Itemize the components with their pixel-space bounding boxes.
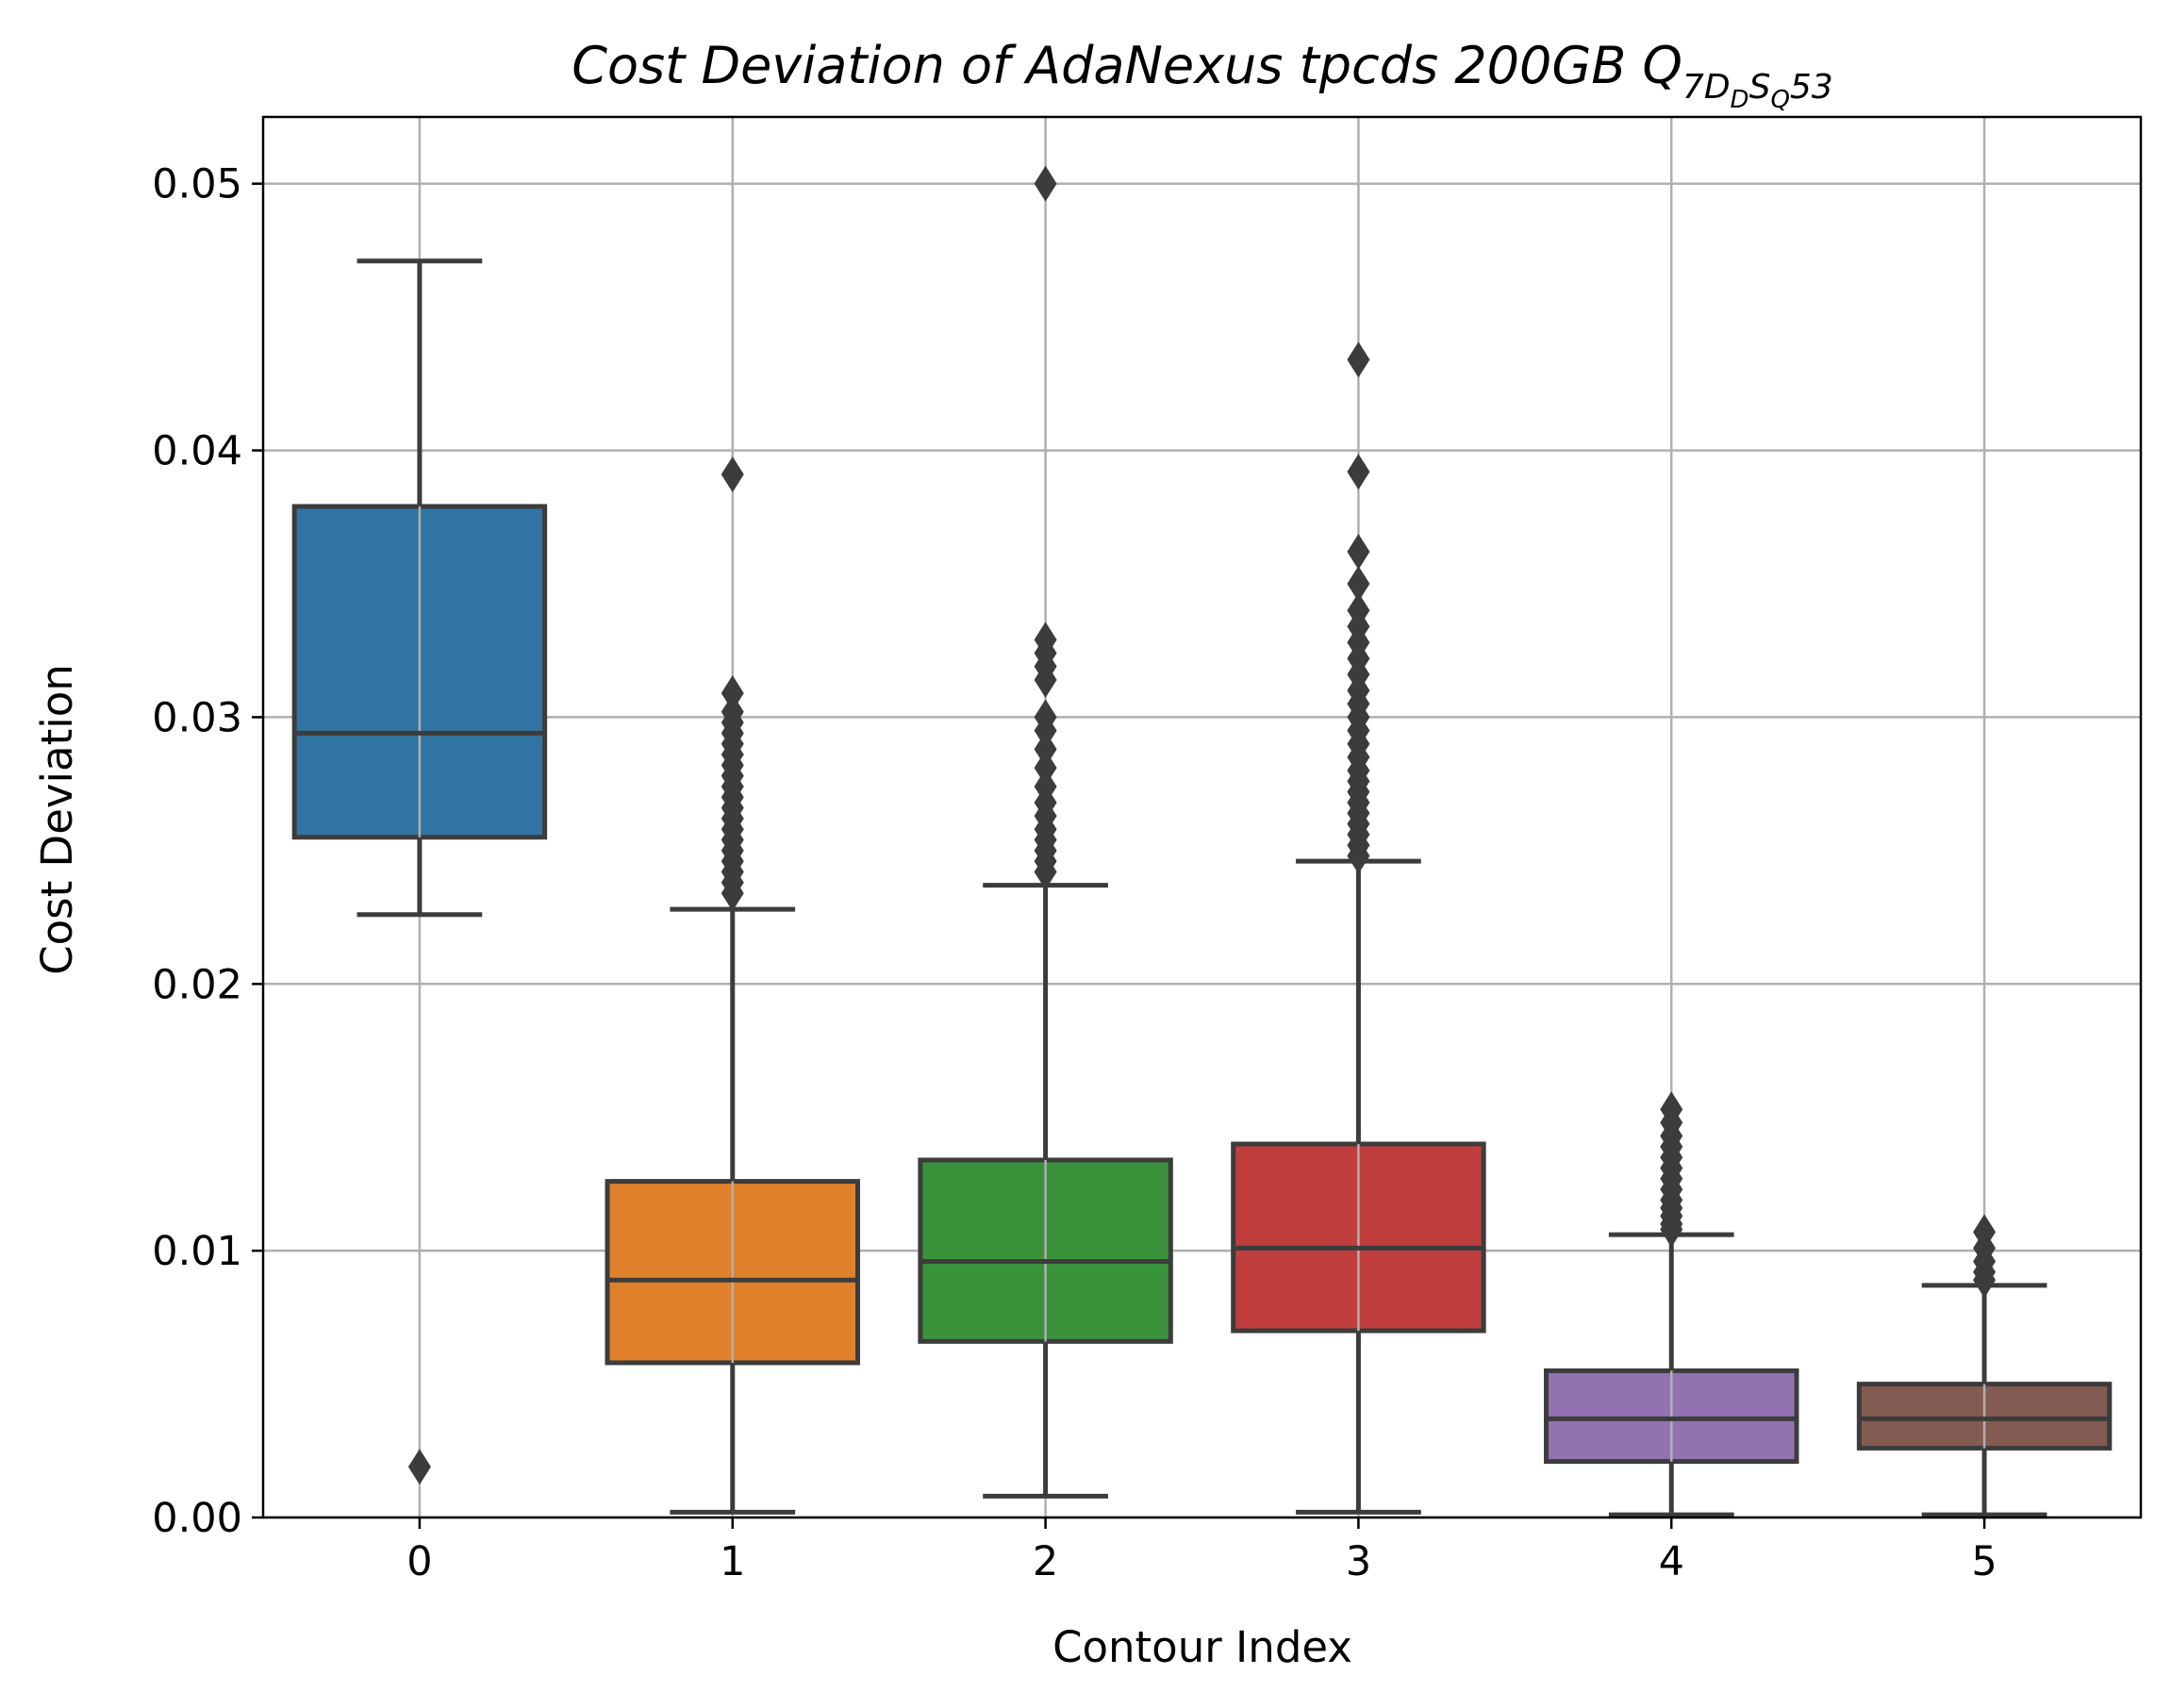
chart-title-sub-c: S bbox=[1749, 68, 1771, 107]
y-tick-label: 0.05 bbox=[152, 161, 242, 208]
x-axis-label: Contour Index bbox=[1052, 1622, 1352, 1672]
y-tick-label: 0.00 bbox=[152, 1495, 242, 1542]
outlier-point bbox=[721, 875, 744, 912]
y-tick-label: 0.04 bbox=[152, 428, 242, 475]
outlier-point bbox=[1347, 454, 1370, 490]
x-tick-label: 5 bbox=[1971, 1538, 1997, 1585]
box-group-5 bbox=[1856, 1214, 2113, 1517]
outlier-point bbox=[1034, 750, 1057, 787]
outlier-point bbox=[1034, 165, 1057, 202]
x-tick-label: 4 bbox=[1659, 1538, 1684, 1585]
box-group-3 bbox=[1231, 341, 1486, 1515]
outlier-point bbox=[1660, 1211, 1683, 1248]
y-tick-label: 0.02 bbox=[152, 961, 242, 1008]
y-axis-label: Cost Deviation bbox=[32, 664, 82, 975]
y-tick-label: 0.01 bbox=[152, 1228, 242, 1275]
axes-frame bbox=[261, 115, 2143, 1519]
chart-title-prefix: Cost Deviation of AdaNexus tpcds 200GB Q bbox=[572, 36, 1682, 95]
outlier-point bbox=[407, 1449, 431, 1485]
outlier-point bbox=[1347, 341, 1370, 378]
outlier-point bbox=[1034, 661, 1057, 698]
outlier-point bbox=[721, 456, 744, 493]
outlier-point bbox=[1347, 534, 1370, 571]
chart-title-sub-a: 7D bbox=[1682, 68, 1731, 107]
x-tick-label: 1 bbox=[720, 1538, 745, 1585]
x-tick-label: 0 bbox=[406, 1538, 432, 1585]
y-tick-label: 0.03 bbox=[152, 694, 242, 741]
box-group-1 bbox=[605, 456, 860, 1515]
outlier-point bbox=[1347, 837, 1370, 874]
chart-title: Cost Deviation of AdaNexus tpcds 200GB Q… bbox=[572, 36, 1832, 114]
outlier-point bbox=[1034, 712, 1057, 749]
outlier-point bbox=[721, 674, 744, 711]
chart-title-suffix: 53 bbox=[1790, 68, 1833, 107]
x-tick-label: 3 bbox=[1346, 1538, 1371, 1585]
chart-title-sub-d: Q bbox=[1770, 86, 1789, 114]
plot-area: 0.00 0.01 0.02 0.03 0.04 0.05 0 1 2 3 4 5 bbox=[152, 115, 2143, 1585]
chart-title-sub-b: D bbox=[1731, 86, 1749, 114]
outlier-point bbox=[1347, 566, 1370, 602]
outlier-point bbox=[1973, 1262, 1997, 1299]
box-group-4 bbox=[1544, 1091, 1799, 1517]
outlier-point bbox=[1034, 731, 1057, 768]
box-group-0 bbox=[291, 258, 548, 1485]
box-group-2 bbox=[918, 165, 1173, 1499]
x-tick-label: 2 bbox=[1033, 1538, 1058, 1585]
outlier-point bbox=[1034, 854, 1057, 890]
